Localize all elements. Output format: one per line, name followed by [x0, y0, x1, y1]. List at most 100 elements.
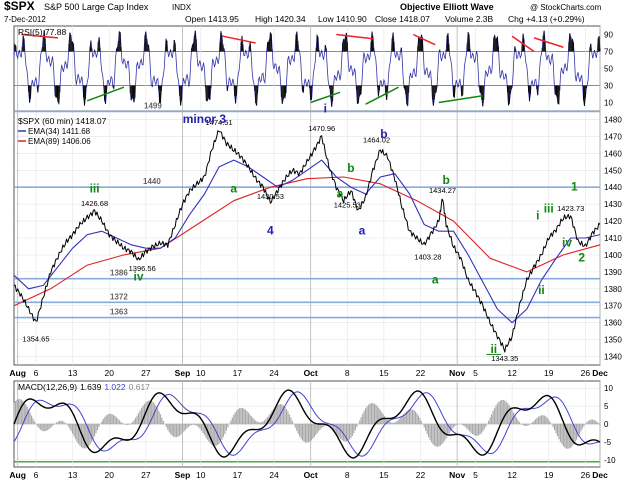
price-label: 1354.65	[22, 335, 49, 344]
price-x-tick-label: 8	[345, 368, 350, 378]
macd-x-tick-label: Sep	[175, 470, 191, 480]
ema34-legend: EMA(34) 1411.68	[28, 127, 91, 136]
wave-label: iv	[562, 235, 572, 249]
price-x-tick-label: 13	[68, 368, 78, 378]
copyright-label: @ StockCharts.com	[530, 3, 602, 12]
rsi-tick-label: 50	[604, 65, 613, 74]
support-level-label: 1372	[110, 292, 128, 301]
rsi-panel	[13, 25, 601, 112]
index-name: S&P 500 Large Cap Index	[44, 2, 149, 12]
rsi-trendline	[336, 33, 374, 40]
macd-x-tick-label: 22	[416, 470, 426, 480]
price-label: 1426.68	[81, 199, 108, 208]
ema89-legend: EMA(89) 1406.06	[28, 137, 91, 146]
wave-label: b	[380, 127, 387, 141]
support-levels: 1499 1440 1386 1372 1363	[14, 102, 600, 319]
macd-tick-label: 5	[604, 402, 609, 411]
macd-tick-label: -10	[604, 456, 616, 465]
rsi-trendline	[310, 91, 341, 104]
macd-x-tick-label: 19	[544, 470, 554, 480]
price-x-tick-label: 12	[507, 368, 517, 378]
price-x-tick-label: 27	[141, 368, 151, 378]
wave-label: a	[230, 181, 237, 195]
symbol-title: $SPX	[4, 0, 35, 13]
rsi-trendline	[438, 94, 483, 104]
wave-label: b	[443, 173, 450, 187]
price-legend: $SPX (60 min) 1418.07 EMA(34) 1411.68 EM…	[18, 116, 107, 146]
wave-label: i	[536, 208, 539, 222]
wave-label: a	[337, 186, 344, 200]
support-level-label: 1363	[110, 308, 128, 317]
wave-label: 4	[267, 224, 274, 238]
rsi-layer	[13, 30, 601, 108]
macd-x-tick-label: 26	[581, 470, 591, 480]
rsi-tick-label: 10	[604, 99, 613, 108]
macd-x-tick-label: 17	[233, 470, 243, 480]
price-tick-label: 1340	[604, 353, 622, 362]
ema89-line	[13, 176, 601, 307]
rsi-trendline	[365, 86, 399, 105]
rsi-tick-label: 30	[604, 82, 613, 91]
macd-x-tick-label: 5	[473, 470, 478, 480]
close-label: Close 1418.07	[375, 14, 430, 24]
price-tick-label: 1400	[604, 251, 622, 260]
rsi-trendline	[412, 33, 436, 46]
exchange-label: INDX	[172, 3, 192, 12]
wave-label: a	[432, 273, 439, 287]
x-axes: Aug Aug 6 6 13 13 20 20 27 27 Sep Sep 10 10 17 17 24 24 Oc…	[9, 368, 608, 480]
price-line	[13, 130, 601, 353]
wave-label: b	[347, 161, 354, 175]
price-x-tick-label: Dec	[592, 368, 608, 378]
price-label: 1434.27	[429, 186, 456, 195]
price-tick-label: 1450	[604, 166, 622, 175]
wave-label: iii	[544, 202, 554, 216]
volume-label: Volume 2.3B	[445, 14, 494, 24]
wave-label: i	[324, 102, 327, 116]
price-layer	[13, 130, 601, 353]
macd-legend-hist: 0.617	[129, 382, 151, 392]
macd-signal-line	[13, 391, 601, 457]
rsi-trendline	[511, 35, 535, 53]
price-label: 1464.02	[363, 136, 390, 145]
price-x-tick-label: Nov	[449, 368, 465, 378]
price-x-tick-label: Sep	[175, 368, 191, 378]
macd-x-tick-label: 13	[68, 470, 78, 480]
price-label: 1343.35	[491, 354, 518, 363]
macd-x-tick-label: 20	[104, 470, 114, 480]
rsi-trendline	[21, 33, 59, 39]
wave-label: a	[359, 224, 366, 238]
price-x-tick-label: 15	[379, 368, 389, 378]
price-x-tick-label: 20	[104, 368, 114, 378]
price-x-tick-label: 17	[233, 368, 243, 378]
price-x-tick-label: 26	[581, 368, 591, 378]
price-tick-label: 1470	[604, 132, 622, 141]
rsi-trendline	[222, 35, 256, 44]
price-label: 1430.53	[257, 192, 284, 201]
macd-x-tick-label: 10	[196, 470, 206, 480]
price-x-tick-label: 6	[34, 368, 39, 378]
y-axes: 1480 1470 1460 1450 1440 1430 1420 1410 1400 1390…	[604, 31, 622, 465]
price-tick-label: 1370	[604, 302, 622, 311]
support-level-label: 1386	[110, 269, 128, 278]
wave-label: minor 3	[183, 112, 227, 126]
price-x-tick-label: 24	[269, 368, 279, 378]
wave-label: iii	[90, 181, 100, 195]
support-level-label: 1499	[144, 102, 162, 111]
price-tick-label: 1350	[604, 336, 622, 345]
macd-x-tick-label: 24	[269, 470, 279, 480]
high-label: High 1420.34	[255, 14, 306, 24]
annotation-layer: 1354.65 1426.68 1396.56 1474.51 1430.53 1470.…	[22, 102, 585, 363]
wave-label: ii	[538, 283, 545, 297]
price-x-tick-label: 19	[544, 368, 554, 378]
open-label: Open 1413.95	[185, 14, 239, 24]
macd-legend-name: MACD(12,26,9)	[18, 382, 77, 392]
macd-x-tick-label: Oct	[304, 470, 318, 480]
macd-legend-signal: 1.022	[104, 382, 126, 392]
macd-legend-macd: 1.639	[80, 382, 102, 392]
price-label: 1403.28	[414, 252, 441, 261]
price-x-tick-label: Oct	[304, 368, 318, 378]
price-legend-main: $SPX (60 min) 1418.07	[18, 116, 107, 126]
wave-label: 2	[578, 251, 585, 265]
